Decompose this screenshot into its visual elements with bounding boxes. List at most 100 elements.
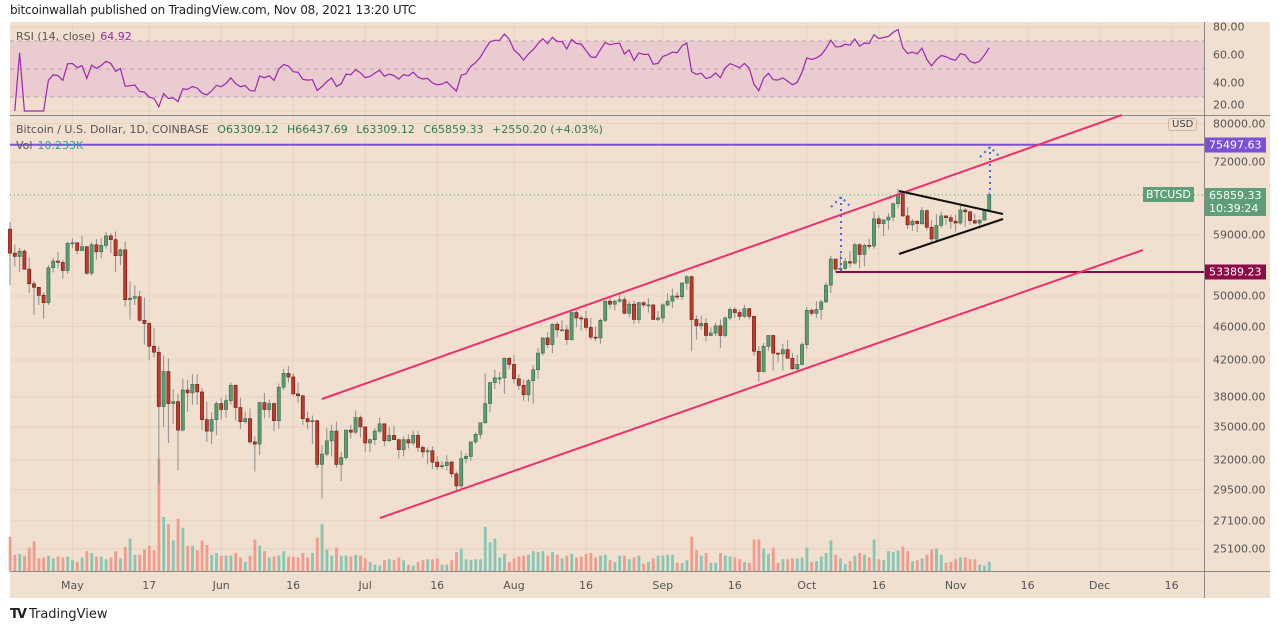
- candle-body: [416, 435, 420, 448]
- volume-bar: [680, 562, 684, 571]
- volume-bar: [507, 562, 511, 571]
- volume-bar: [834, 554, 838, 571]
- candle-body: [752, 316, 756, 352]
- volume-bar: [435, 558, 439, 571]
- rsi-tick-label: 80.00: [1213, 20, 1245, 34]
- candle-body: [411, 435, 416, 444]
- volume-bar: [263, 551, 266, 571]
- candle-body: [814, 309, 819, 314]
- volume-bar: [421, 560, 425, 571]
- volume-bar: [42, 557, 46, 571]
- symbol-tag: BTCUSD: [1143, 187, 1194, 202]
- volume-bar: [877, 559, 881, 571]
- candle-body: [555, 323, 560, 331]
- candle-body: [603, 300, 608, 321]
- candle-body: [449, 461, 454, 475]
- volume-bar: [378, 565, 382, 571]
- volume-bar: [522, 555, 526, 571]
- candle-body: [296, 393, 300, 397]
- candle-body: [886, 216, 891, 221]
- candle-body: [257, 402, 262, 445]
- candle-body: [84, 246, 89, 274]
- volume-bar: [71, 560, 74, 571]
- candle-body: [252, 441, 257, 445]
- candle-body: [891, 203, 896, 218]
- volume-bar: [810, 562, 814, 571]
- candle-body: [804, 309, 809, 345]
- volume-bar: [656, 555, 660, 571]
- volume-bar: [565, 555, 569, 571]
- volume-bar: [618, 555, 622, 571]
- volume-bar: [762, 548, 766, 571]
- candle-body: [521, 385, 526, 396]
- candle-body: [65, 243, 70, 271]
- volume-bar: [32, 541, 36, 571]
- candle-body: [358, 417, 363, 428]
- volume-bar: [37, 558, 41, 571]
- candle-body: [406, 439, 411, 444]
- candle-body: [339, 457, 344, 465]
- volume-bar: [80, 557, 84, 571]
- candle-body: [224, 400, 228, 410]
- volume-bar: [536, 552, 540, 571]
- time-tick-label: 16: [579, 579, 593, 592]
- volume-bar: [90, 553, 94, 571]
- tradingview-logo[interactable]: T𝗩 TradingView: [10, 607, 107, 622]
- candle-body: [550, 323, 555, 345]
- candle-body: [780, 349, 785, 355]
- volume-bar: [752, 539, 756, 571]
- volume-bar: [133, 554, 137, 571]
- candles: [8, 188, 992, 499]
- rsi-legend: RSI (14, close) 64.92: [16, 30, 132, 43]
- candle-body: [243, 418, 248, 423]
- candle-body: [497, 377, 502, 380]
- volume-bar: [983, 565, 986, 571]
- volume-bar: [887, 551, 890, 571]
- volume-bar: [723, 555, 727, 571]
- volume-bar: [987, 561, 991, 571]
- volume-bar: [671, 554, 674, 571]
- rsi-line: [14, 28, 990, 112]
- volume-bar: [747, 562, 751, 571]
- candle-body: [454, 473, 459, 487]
- candle-body: [704, 323, 708, 336]
- candle-body: [185, 389, 190, 394]
- candle-body: [536, 352, 540, 371]
- volume-bar: [119, 558, 122, 571]
- volume-bar: [824, 553, 828, 571]
- volume-bar: [839, 558, 842, 571]
- volume-bar: [925, 554, 929, 571]
- time-tick-label: Nov: [944, 579, 967, 592]
- candle-body: [708, 332, 713, 336]
- candle-body: [598, 319, 603, 339]
- candle-body: [608, 300, 612, 305]
- price-tick-label: 42000.00: [1213, 353, 1266, 367]
- candle-body: [512, 364, 516, 380]
- candle-body: [363, 426, 368, 444]
- volume-bar: [445, 564, 449, 571]
- candle-body: [12, 252, 17, 257]
- volume-bar: [541, 551, 545, 571]
- candle-body: [281, 373, 286, 388]
- volume-bar: [930, 549, 934, 571]
- volume-bar: [882, 560, 886, 571]
- currency-badge[interactable]: USD: [1168, 118, 1198, 131]
- volume-bar: [891, 552, 895, 571]
- volume-bar: [387, 559, 391, 571]
- time-tick-label: 16: [1164, 579, 1179, 592]
- candle-body: [430, 450, 435, 463]
- volume-bar: [675, 562, 679, 571]
- candle-body: [526, 380, 531, 396]
- volume-bar: [685, 560, 689, 571]
- price-tick-label: 80000.00: [1213, 117, 1266, 131]
- candle-body: [699, 323, 704, 327]
- volume-bar: [258, 545, 262, 571]
- time-tick-label: 17: [142, 579, 157, 592]
- volume-bar: [325, 549, 329, 571]
- candle-body: [401, 439, 406, 450]
- volume-bar: [215, 553, 218, 571]
- price-tick-label: 27100.00: [1213, 514, 1266, 528]
- candle-body: [564, 329, 569, 340]
- volume-bar: [479, 559, 482, 571]
